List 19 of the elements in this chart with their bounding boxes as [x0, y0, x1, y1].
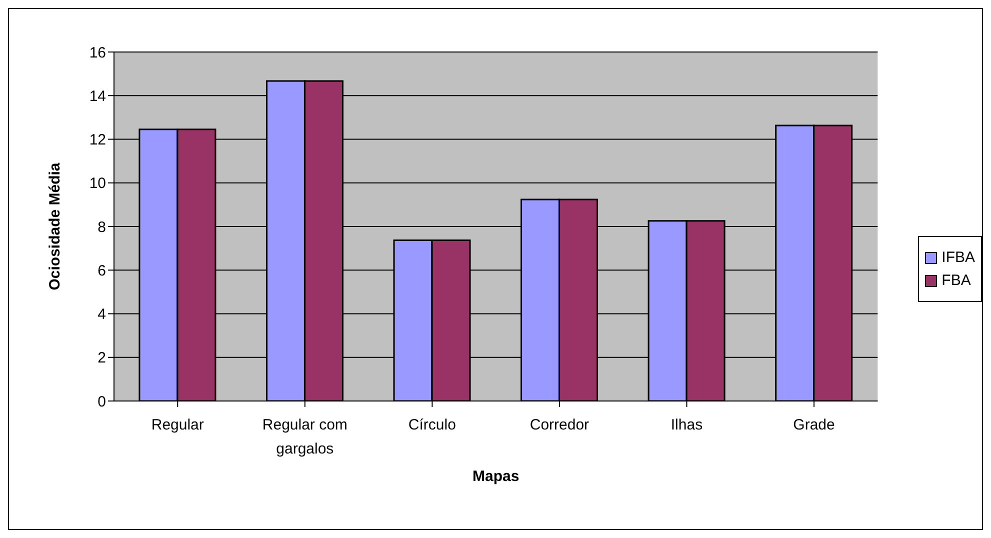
x-tick-label: Ilhas — [670, 416, 703, 434]
y-tick-label: 8 — [98, 218, 106, 236]
x-tick-label: Círculo — [408, 416, 456, 434]
x-tick-label: Regular com gargalos — [262, 416, 348, 458]
x-tick-label: Grade — [793, 416, 835, 434]
x-tick-label: Regular — [151, 416, 204, 434]
y-tick-label: 16 — [89, 44, 106, 62]
y-tick-label: 0 — [98, 393, 106, 410]
y-tick-label: 4 — [98, 306, 106, 324]
y-tick-label: 12 — [89, 132, 106, 149]
legend-label: IFBA — [942, 249, 975, 266]
x-tick-label: Corredor — [530, 416, 590, 434]
y-axis-title: Ociosidade Média — [46, 162, 64, 290]
x-axis-title: Mapas — [472, 468, 520, 485]
y-tick-label: 6 — [98, 262, 106, 280]
y-tick-label: 14 — [89, 88, 106, 105]
y-tick-label: 10 — [89, 175, 106, 192]
y-tick-label: 2 — [98, 350, 106, 367]
legend-label: FBA — [942, 272, 971, 289]
